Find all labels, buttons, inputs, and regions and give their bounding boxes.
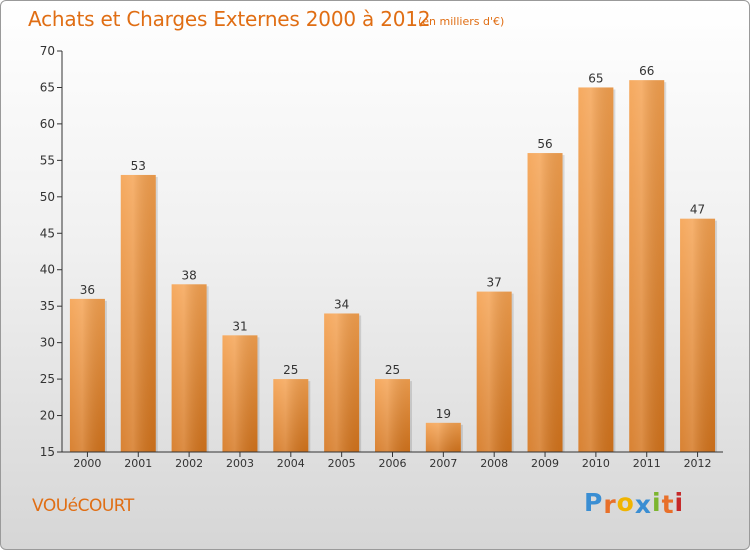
- y-tick-label: 20: [40, 409, 55, 423]
- y-tick-label: 30: [40, 336, 55, 350]
- bar-highlight: [273, 379, 309, 452]
- x-tick-label: 2012: [684, 457, 712, 470]
- bar-value-label: 47: [690, 203, 705, 217]
- brand-letter: i: [652, 488, 662, 517]
- bar-highlight: [375, 379, 410, 452]
- bar-value-label: 25: [283, 363, 298, 377]
- y-tick-label: 40: [40, 263, 55, 277]
- y-tick-label: 65: [40, 80, 55, 94]
- y-tick-label: 70: [40, 44, 55, 58]
- brand-letter: o: [616, 488, 635, 517]
- chart-subtitle: (en milliers d'€): [418, 15, 505, 28]
- chart-title: Achats et Charges Externes 2000 à 2012: [28, 7, 431, 31]
- bar-highlight: [425, 422, 461, 452]
- bar-value-label: 56: [537, 137, 552, 151]
- bar-value-label: 53: [131, 159, 146, 173]
- brand-letter: x: [634, 490, 652, 519]
- x-tick-label: 2008: [480, 457, 508, 470]
- bar-value-label: 31: [232, 319, 247, 333]
- bar-highlight: [476, 291, 512, 452]
- bar-value-label: 34: [334, 297, 349, 311]
- x-tick-label: 2003: [226, 457, 254, 470]
- x-tick-label: 2002: [175, 457, 203, 470]
- x-tick-label: 2001: [124, 457, 152, 470]
- y-tick-label: 25: [40, 372, 55, 386]
- y-axis: 15 20 25 30 35 40 45 50 55 60 65 70: [40, 44, 63, 459]
- bar-value-label: 66: [639, 64, 654, 78]
- brand-letter: i: [674, 488, 685, 517]
- bar-highlight: [578, 87, 614, 453]
- bar-highlight: [120, 174, 156, 453]
- y-tick-label: 15: [40, 445, 55, 459]
- x-tick-label: 2000: [73, 457, 101, 470]
- brand-letter: P: [584, 488, 604, 517]
- brand-logo: Proxiti: [584, 488, 685, 519]
- x-tick-label: 2010: [582, 457, 610, 470]
- commune-name: VOUéCOURT: [32, 496, 134, 516]
- bar-highlight: [324, 313, 360, 452]
- bar-highlight: [69, 298, 105, 452]
- x-tick-label: 2009: [531, 457, 559, 470]
- x-tick-label: 2004: [277, 457, 305, 470]
- y-tick-label: 45: [40, 226, 55, 240]
- bar-highlight: [680, 218, 716, 452]
- y-tick-label: 50: [40, 190, 55, 204]
- x-tick-label: 2007: [429, 457, 457, 470]
- y-tick-label: 55: [40, 153, 55, 167]
- x-tick-label: 2011: [633, 457, 661, 470]
- bar-value-label: 37: [487, 276, 502, 290]
- x-tick-label: 2005: [328, 457, 356, 470]
- bar-highlight: [527, 153, 563, 452]
- brand-letter: t: [661, 490, 675, 519]
- bar-highlight: [629, 80, 665, 452]
- bar-value-label: 38: [181, 268, 196, 282]
- bars: 36 53 38 31 25 34 25 19 37 56 65 66 47: [69, 64, 718, 453]
- bar-highlight: [222, 335, 258, 452]
- bar-value-label: 19: [436, 407, 451, 421]
- bar-highlight: [171, 284, 207, 452]
- brand-letter: r: [603, 490, 617, 519]
- y-tick-label: 35: [40, 299, 55, 313]
- bar-value-label: 25: [385, 363, 400, 377]
- x-axis: 2000 2001 2002 2003 2004 2005 2006 2007 2008 2009…: [62, 451, 723, 470]
- bar-value-label: 65: [588, 71, 603, 85]
- bar-value-label: 36: [80, 283, 95, 297]
- y-tick-label: 60: [40, 117, 55, 131]
- x-tick-label: 2006: [379, 457, 407, 470]
